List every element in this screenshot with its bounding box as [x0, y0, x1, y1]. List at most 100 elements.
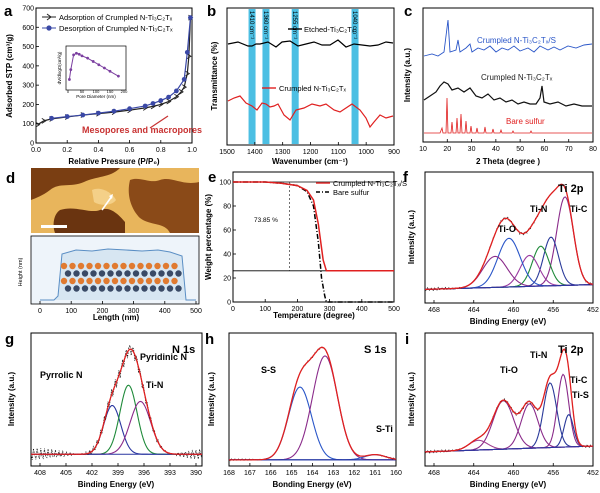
d-xtick-label: 0 [38, 308, 42, 315]
inset-xtick-label: 150 [107, 89, 114, 94]
atom [175, 285, 182, 292]
ylabel-a: Adsorbed STP (cm³/g) [5, 34, 14, 118]
c-xtick-label: 20 [443, 146, 451, 153]
a-xtick-label: 0.4 [94, 147, 104, 154]
ylabel-i: Intensity (a.u.) [407, 372, 416, 427]
spectrum-crumpled [227, 95, 394, 129]
f-component [424, 236, 594, 290]
afm-bright-flake [92, 188, 116, 205]
legend-marker-ads [46, 13, 52, 21]
atom [154, 277, 161, 285]
atom [81, 270, 89, 277]
legend-etched: Etched-Ti₃C₂Tₓ [304, 25, 355, 34]
band-label: 1410 cm⁻¹ [248, 11, 254, 39]
inset-point [103, 66, 106, 70]
annotation-73: 73.85 % [254, 217, 278, 224]
panel-label-g: g [5, 331, 14, 348]
xps-curves-f [424, 183, 594, 292]
f-component [424, 245, 594, 290]
xlabel-i: Binding Energy (eV) [470, 480, 547, 489]
xrd-cnts [423, 19, 593, 57]
afm-arrowhead [109, 194, 113, 199]
a-xtick-label: 1.0 [187, 147, 197, 154]
inset-xlabel: Pore Diameter (nm) [76, 94, 116, 99]
adsorption-point [166, 98, 172, 105]
h-xtick-label: 160 [390, 470, 402, 477]
peak-label-pyrrolic: Pyrrolic N [40, 370, 83, 380]
c-xtick-label: 80 [589, 146, 597, 153]
inset-xtick-label: 50 [80, 89, 85, 94]
e-ytick-label: 60 [223, 228, 231, 235]
desorption-point [111, 108, 117, 114]
atom [103, 262, 110, 270]
a-xtick-label: 0.8 [156, 147, 166, 154]
f-xtick-label: 460 [508, 307, 520, 314]
d-xtick-label: 100 [65, 308, 77, 315]
inset-point [75, 51, 78, 55]
atom [124, 285, 131, 292]
xlabel-h: Bonding Energy (eV) [272, 480, 351, 489]
inset-frame [65, 45, 127, 91]
b-xtick-label: 1500 [219, 149, 235, 156]
panel-label-a: a [4, 3, 13, 20]
d-xtick-label: 300 [128, 308, 140, 315]
xlabel-b: Wavenumber (cm⁻¹) [272, 157, 348, 166]
desorption-point [127, 106, 132, 112]
e-xtick-label: 500 [388, 306, 400, 313]
legend-crumpled-b: Crumpled N-Ti₃C₂Tₓ [279, 84, 346, 93]
f-xtick-label: 464 [468, 307, 480, 314]
xlabel-c: 2 Theta (degree ) [476, 157, 540, 166]
g-xtick-label: 405 [60, 470, 72, 477]
afm-arrow [101, 195, 113, 211]
panel-label-b: b [207, 3, 216, 20]
desorption-point [174, 88, 179, 94]
annotation-arrow-a [149, 115, 169, 129]
inset-point [86, 56, 89, 60]
atom [132, 285, 140, 292]
atom [98, 270, 106, 277]
i-xtick-label: 456 [547, 470, 559, 477]
inset-xtick-label: 0 [67, 89, 70, 94]
axes-frame-f [424, 171, 594, 304]
atom [73, 270, 80, 277]
atom [132, 270, 140, 277]
atom [141, 285, 148, 292]
atom [158, 270, 165, 277]
xps-curves-g [30, 343, 203, 460]
title-f: Ti 2p [558, 183, 584, 195]
atom [64, 270, 72, 277]
panel-h: h 168 167 166 165 164 163 162 161 160 S 1s S-S S… [205, 331, 402, 489]
atom [86, 262, 93, 270]
inset-point [77, 52, 81, 56]
c-xtick-label: 10 [419, 146, 427, 153]
g-xtick-label: 393 [164, 470, 176, 477]
atom [90, 270, 97, 277]
h-xtick-label: 161 [369, 470, 381, 477]
ir-bands: 1410 cm⁻¹ 1360 cm⁻¹ 1255 cm⁻¹ 1040 cm⁻¹ [248, 9, 359, 144]
g-xtick-label: 402 [86, 470, 98, 477]
a-ytick-label: 100 [22, 121, 34, 128]
xps-curves-i [424, 348, 594, 454]
e-ytick-label: 100 [219, 180, 231, 187]
i-component [424, 373, 594, 453]
ticks-i: 468 464 460 456 452 [428, 463, 599, 477]
atom [86, 277, 93, 285]
desorption-point [184, 49, 190, 55]
e-ytick-label: 80 [223, 204, 231, 211]
panel-label-d: d [6, 170, 15, 187]
a-ytick-label: 300 [22, 83, 34, 90]
ticks-f: 468 464 460 456 452 [428, 300, 599, 314]
atom [162, 262, 170, 270]
peak-label-s-s: S-S [261, 365, 276, 375]
atom [98, 285, 106, 292]
ticks-g: 408 405 402 399 396 393 390 [34, 463, 202, 477]
h-xtick-label: 162 [348, 470, 360, 477]
atom [60, 277, 68, 285]
g-xtick-label: 399 [112, 470, 124, 477]
atom [149, 285, 157, 292]
legend-marker-des [46, 25, 52, 31]
e-xtick-label: 300 [324, 306, 336, 313]
inset-point [68, 78, 71, 81]
ir-band [291, 9, 299, 144]
